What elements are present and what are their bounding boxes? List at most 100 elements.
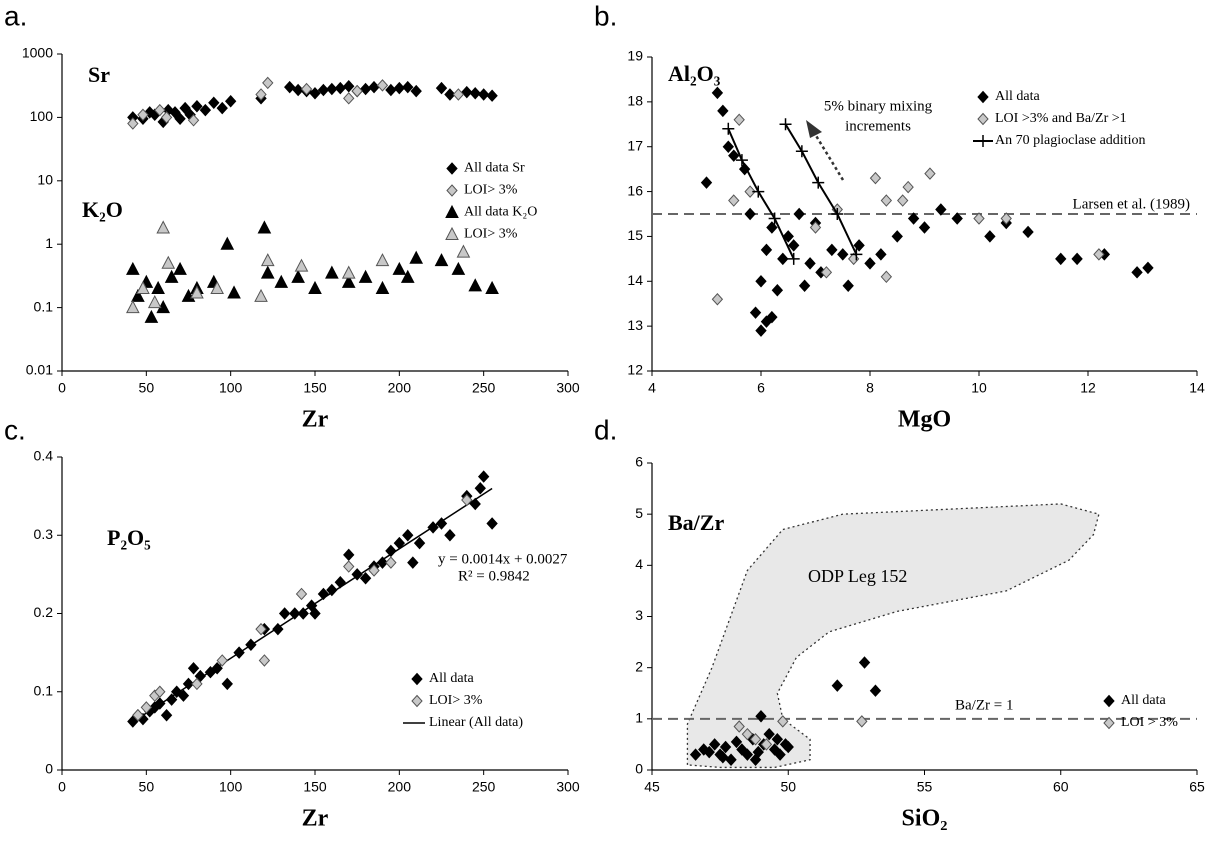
legend-swatch	[445, 204, 459, 218]
x-tick-label: 60	[1053, 779, 1069, 795]
x-tick-label: 8	[866, 380, 874, 396]
point	[343, 560, 355, 573]
legend-label: LOI > 3%	[1121, 715, 1178, 730]
panel-label: c.	[4, 414, 26, 445]
point	[1142, 261, 1154, 275]
point	[469, 87, 481, 100]
point	[164, 269, 179, 283]
point	[317, 587, 330, 601]
point	[341, 265, 356, 279]
point	[190, 285, 204, 299]
point	[294, 258, 309, 272]
point	[126, 300, 140, 314]
point	[749, 733, 762, 746]
y-tick-label: 19	[627, 48, 643, 64]
point	[820, 266, 833, 279]
point	[755, 710, 767, 723]
point	[137, 108, 149, 122]
point	[477, 470, 490, 483]
y-tick-label: 1	[635, 710, 643, 726]
mixing-arrow	[813, 133, 845, 181]
y-tick-label: 13	[627, 317, 643, 333]
point	[181, 288, 196, 302]
annotation: increments	[845, 118, 911, 134]
point	[177, 689, 190, 702]
point	[359, 82, 372, 96]
point	[777, 252, 789, 266]
point	[461, 493, 473, 507]
point	[755, 324, 767, 337]
point	[842, 279, 854, 293]
point	[486, 89, 498, 102]
point	[309, 607, 321, 620]
point	[358, 269, 373, 283]
y-tick-label: 6	[635, 454, 643, 470]
point	[343, 92, 355, 105]
legend-label: LOI> 3%	[464, 227, 518, 242]
point	[831, 679, 843, 692]
point	[826, 243, 838, 257]
point	[468, 278, 483, 292]
point	[771, 733, 784, 746]
point	[869, 684, 882, 697]
x-tick-label: 50	[139, 380, 155, 396]
point	[260, 265, 275, 279]
annotation: Ba/Zr = 1	[955, 697, 1013, 713]
point	[224, 94, 237, 108]
point	[891, 230, 903, 243]
point	[444, 88, 456, 101]
point	[456, 244, 471, 258]
legend-label: LOI> 3%	[429, 693, 483, 708]
annotation: Larsen et al. (1989)	[1073, 196, 1190, 212]
y-tick-label: 3	[635, 607, 643, 623]
x-tick-label: 0	[58, 380, 66, 396]
point	[173, 261, 187, 275]
point	[435, 81, 448, 95]
point	[254, 288, 268, 302]
point	[284, 80, 296, 94]
point	[973, 212, 985, 225]
point	[771, 284, 784, 297]
legend-swatch	[977, 112, 989, 126]
x-tick-label: 0	[58, 779, 66, 795]
arrow-head	[806, 120, 822, 138]
point	[741, 727, 754, 741]
point	[376, 79, 389, 92]
point	[935, 203, 947, 216]
point	[907, 212, 920, 225]
y-tick-label: 0.2	[34, 604, 54, 620]
y-tick-label: 0	[45, 761, 53, 777]
point	[393, 536, 406, 550]
x-tick-label: 250	[472, 380, 496, 396]
panel-label: d.	[594, 414, 617, 445]
point	[385, 83, 397, 97]
x-tick-label: 100	[219, 380, 243, 396]
point	[831, 208, 844, 220]
point	[245, 638, 257, 652]
y-tick-label: 0.01	[26, 362, 53, 378]
y-tick-label: 16	[627, 182, 643, 198]
x-tick-label: 200	[388, 779, 412, 795]
legend-swatch	[977, 90, 989, 104]
annotation: ODP Leg 152	[808, 566, 907, 586]
point	[744, 207, 756, 221]
point	[749, 753, 762, 767]
legend-label: All data	[1121, 693, 1166, 708]
point	[326, 82, 338, 96]
point	[477, 88, 490, 101]
point	[191, 677, 203, 691]
point	[400, 269, 415, 283]
point	[427, 521, 439, 534]
y-tick-label: 4	[635, 556, 643, 572]
point	[385, 556, 397, 569]
point	[451, 261, 466, 275]
legend-label: An 70 plagioclase addition	[995, 133, 1145, 148]
point	[343, 548, 355, 562]
x-tick-label: 300	[556, 779, 580, 795]
y-tick-label: 12	[627, 362, 643, 378]
point	[766, 221, 778, 234]
point	[858, 656, 871, 669]
x-tick-label: 100	[219, 779, 243, 795]
point	[140, 701, 153, 714]
